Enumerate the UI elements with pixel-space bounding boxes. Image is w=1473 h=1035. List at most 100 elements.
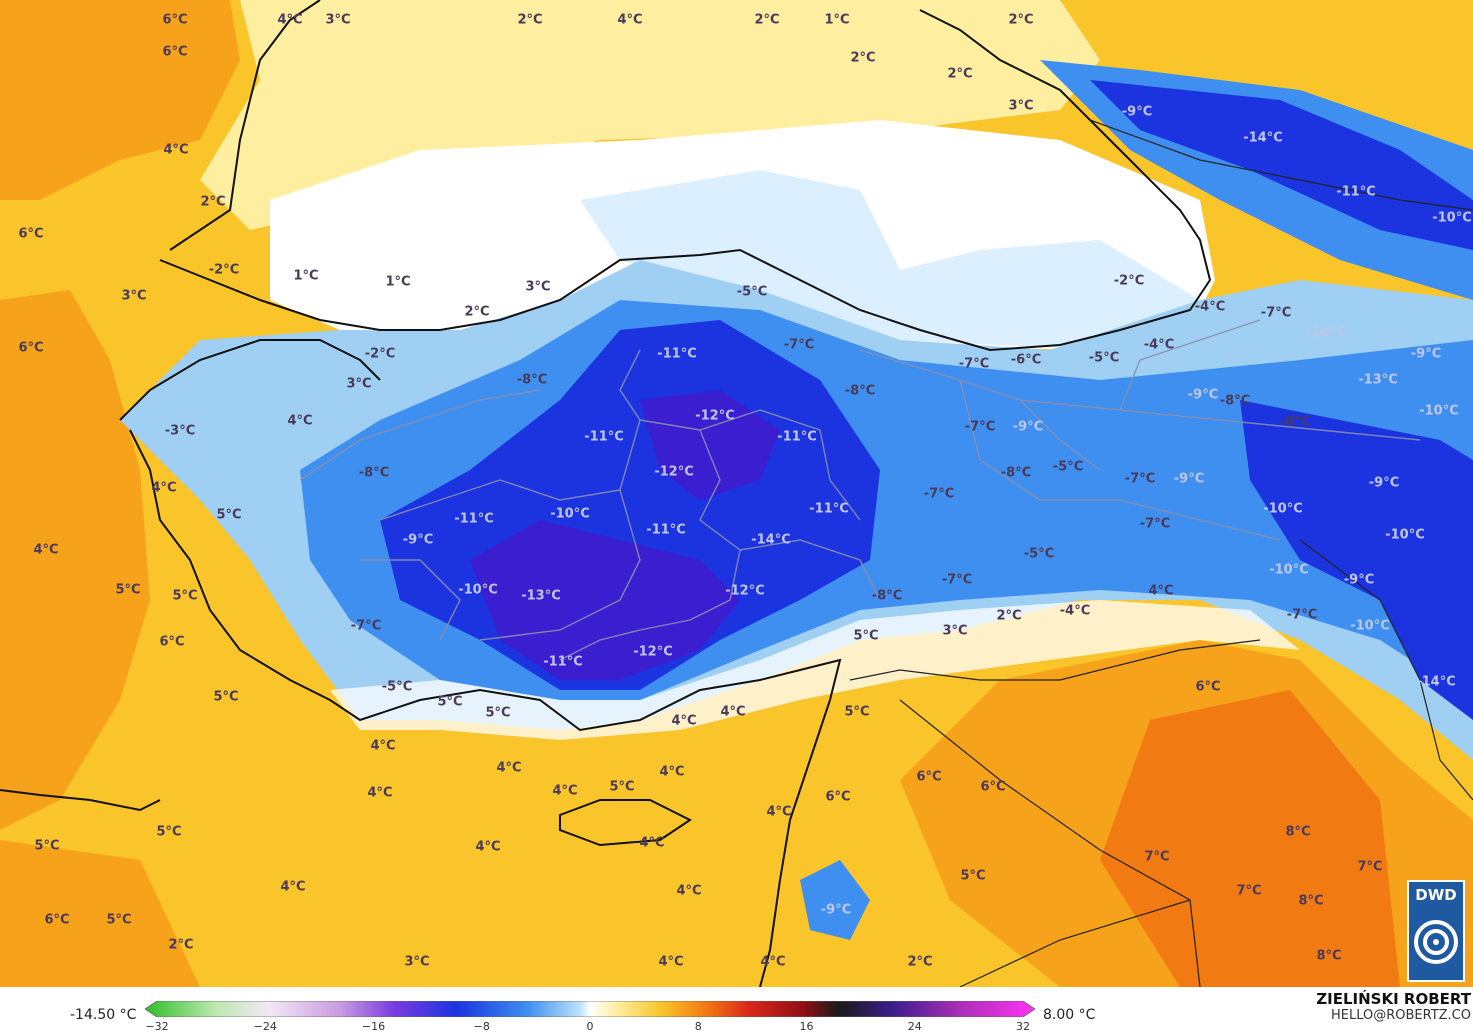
temperature-label: -10°C xyxy=(1419,404,1459,419)
temperature-label: 4°C xyxy=(617,13,642,28)
temperature-label: 6°C xyxy=(980,780,1005,795)
warm-zone-northwest xyxy=(0,0,240,200)
temperature-label: -8°C xyxy=(1280,415,1310,430)
temperature-label: -13°C xyxy=(1358,373,1398,388)
temperature-labels: 6°C 4°C 3°C 2°C 4°C 2°C 1°C 2°C 6°C 2°C 2°C 3°C -9°C… xyxy=(18,13,1471,970)
temperature-label: 7°C xyxy=(1236,884,1261,899)
temperature-label: 4°C xyxy=(720,705,745,720)
colorbar-tick: −8 xyxy=(473,1020,490,1033)
temperature-label: 8°C xyxy=(1285,825,1310,840)
temperature-label: 4°C xyxy=(766,805,791,820)
temperature-label: 2°C xyxy=(996,609,1021,624)
legend-min-value: -14.50 °C xyxy=(70,1007,137,1023)
temperature-label: -9°C xyxy=(1344,573,1374,588)
temperature-label: -9°C xyxy=(1188,388,1218,403)
temperature-label: 3°C xyxy=(121,289,146,304)
dwd-logo-text: DWD xyxy=(1415,886,1457,904)
temperature-label: -9°C xyxy=(821,903,851,918)
colorbar xyxy=(145,1001,1035,1017)
temperature-label: -12°C xyxy=(654,465,694,480)
temperature-label: 6°C xyxy=(162,13,187,28)
colorbar-tick: −24 xyxy=(253,1020,277,1033)
temperature-label: -9°C xyxy=(1122,105,1152,120)
temperature-label: 1°C xyxy=(385,275,410,290)
colorbar-tick: 24 xyxy=(907,1020,922,1033)
hot-zone-iraq xyxy=(1100,690,1400,987)
legend-max-value: 8.00 °C xyxy=(1043,1007,1096,1023)
temperature-label: 4°C xyxy=(659,765,684,780)
temperature-label: 8°C xyxy=(1298,894,1323,909)
temperature-label: -11°C xyxy=(809,502,849,517)
temperature-label: -5°C xyxy=(1053,460,1083,475)
temperature-label: 4°C xyxy=(496,761,521,776)
temperature-label: -4°C xyxy=(1195,300,1225,315)
temperature-label: 4°C xyxy=(475,840,500,855)
temperature-label: -5°C xyxy=(1089,351,1119,366)
temperature-label: -10°C xyxy=(1306,326,1346,341)
coldest-zone-north xyxy=(640,390,780,500)
temperature-label: 2°C xyxy=(1008,13,1033,28)
temperature-label: 6°C xyxy=(44,913,69,928)
temperature-label: 2°C xyxy=(947,67,972,82)
cold-zone-eastern-strip xyxy=(1240,400,1473,720)
warm-zone-west xyxy=(0,290,150,830)
temperature-label: 6°C xyxy=(159,635,184,650)
temperature-label: -7°C xyxy=(924,487,954,502)
cool-zone-black-sea-east xyxy=(580,170,1200,350)
temperature-label: -10°C xyxy=(1385,528,1425,543)
temperature-label: -8°C xyxy=(872,589,902,604)
colorbar-tick: 16 xyxy=(799,1020,814,1033)
temperature-label: -9°C xyxy=(1013,420,1043,435)
temperature-label: -12°C xyxy=(725,584,765,599)
temperature-label: 3°C xyxy=(525,280,550,295)
temperature-label: -8°C xyxy=(517,373,547,388)
color-legend: -14.50 °C xyxy=(0,987,1473,1035)
temperature-label: -10°C xyxy=(550,507,590,522)
temperature-label: 2°C xyxy=(517,13,542,28)
temperature-label: -5°C xyxy=(382,680,412,695)
temperature-label: 4°C xyxy=(658,955,683,970)
temperature-label: 5°C xyxy=(172,589,197,604)
temperature-label: -2°C xyxy=(1114,274,1144,289)
temperature-label: -7°C xyxy=(965,420,995,435)
temperature-label: -10°C xyxy=(1263,502,1303,517)
colorbar-tick: −16 xyxy=(361,1020,386,1033)
temperature-label: -8°C xyxy=(1220,394,1250,409)
temperature-label: 5°C xyxy=(156,825,181,840)
temperature-label: 5°C xyxy=(960,869,985,884)
temperature-label: -8°C xyxy=(1001,466,1031,481)
temperature-label: 4°C xyxy=(280,880,305,895)
temperature-label: -7°C xyxy=(351,619,381,634)
temperature-label: -7°C xyxy=(942,573,972,588)
temperature-label: 4°C xyxy=(671,714,696,729)
temperature-label: 4°C xyxy=(33,543,58,558)
temperature-label: 6°C xyxy=(916,770,941,785)
temperature-label: 3°C xyxy=(942,624,967,639)
province-lines xyxy=(299,319,1421,661)
temperature-label: 4°C xyxy=(163,143,188,158)
temperature-label: -10°C xyxy=(1269,563,1309,578)
temperature-label: 4°C xyxy=(552,784,577,799)
temperature-label: 5°C xyxy=(853,629,878,644)
temperature-label: 2°C xyxy=(168,938,193,953)
temperature-label: 3°C xyxy=(325,13,350,28)
temperature-label: -5°C xyxy=(1024,547,1054,562)
coastlines xyxy=(0,0,1212,987)
temperature-label: 1°C xyxy=(293,269,318,284)
temperature-label: 6°C xyxy=(18,341,43,356)
temperature-label: 6°C xyxy=(825,790,850,805)
temperature-label: 5°C xyxy=(609,780,634,795)
temperature-label: 5°C xyxy=(106,913,131,928)
temperature-label: -7°C xyxy=(1125,472,1155,487)
temperature-map: 6°C 4°C 3°C 2°C 4°C 2°C 1°C 2°C 6°C 2°C 2°C 3°C -9°C… xyxy=(0,0,1473,987)
temperature-label: 2°C xyxy=(907,955,932,970)
temperature-label: -13°C xyxy=(521,589,561,604)
temperature-label: 4°C xyxy=(370,739,395,754)
temperature-label: 5°C xyxy=(216,508,241,523)
cold-patch-levant xyxy=(800,860,870,940)
temperature-label: -8°C xyxy=(359,466,389,481)
borders xyxy=(849,119,1473,987)
temperature-label: -3°C xyxy=(165,424,195,439)
temperature-label: 7°C xyxy=(1357,860,1382,875)
temperature-label: -5°C xyxy=(737,285,767,300)
